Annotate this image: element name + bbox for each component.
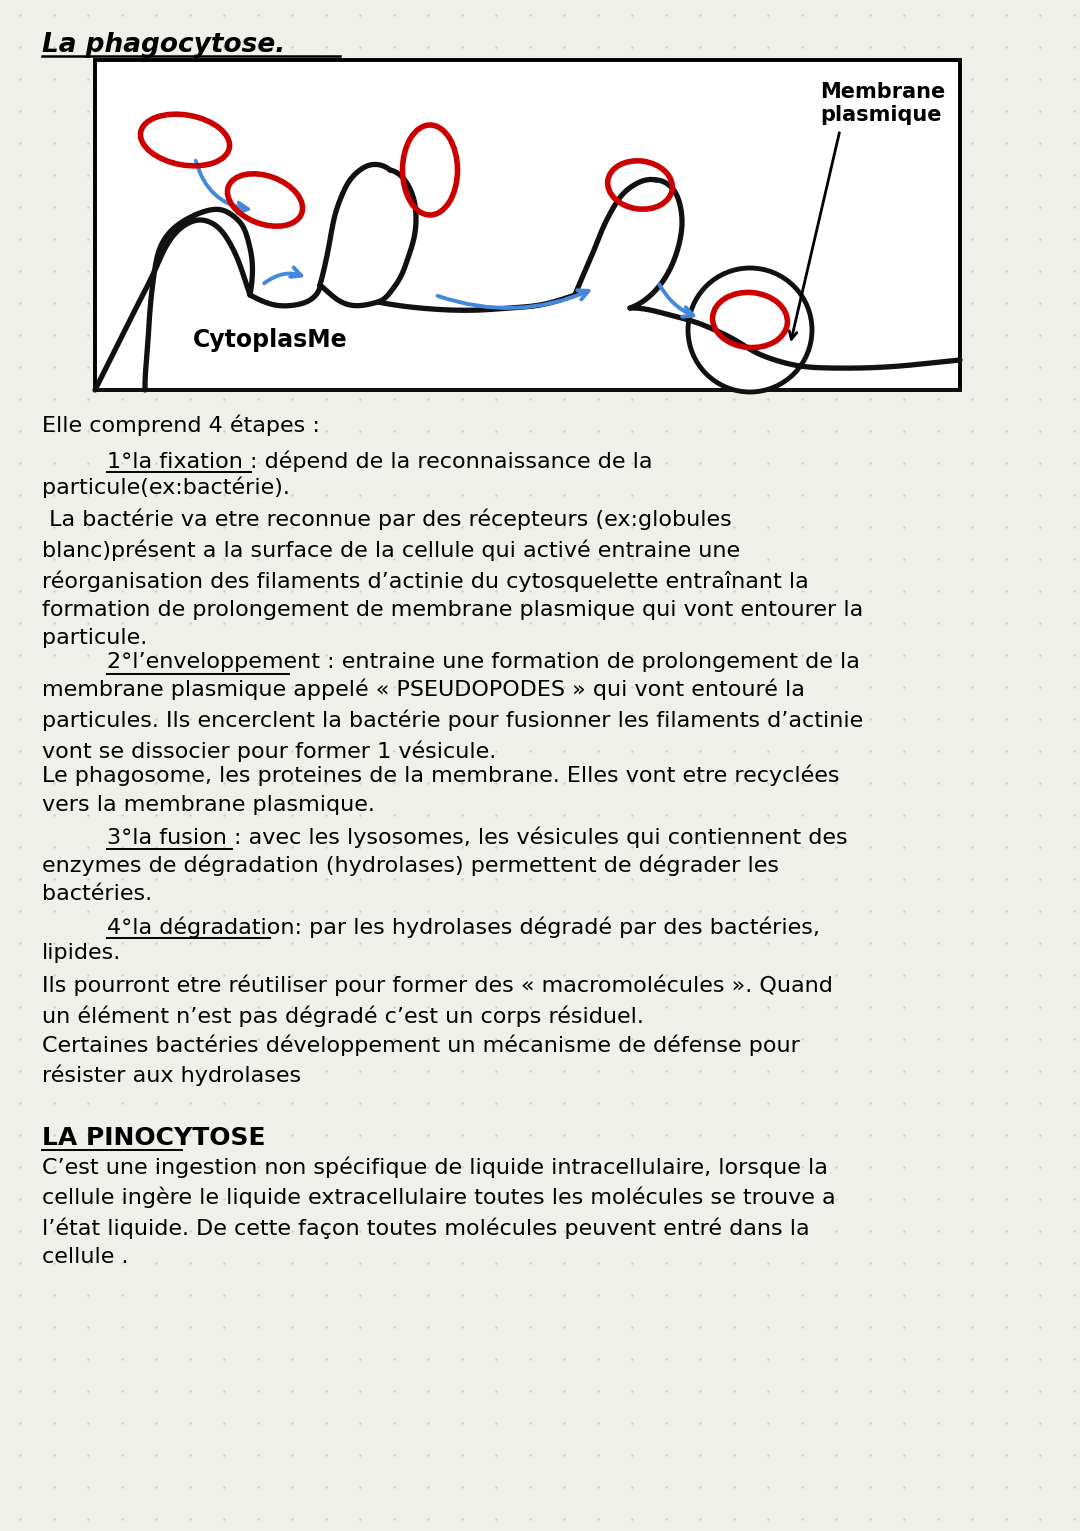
Text: Ils pourront etre réutiliser pour former des « macromolécules ». Quand
un élémen: Ils pourront etre réutiliser pour former… xyxy=(42,975,833,1027)
Text: 2°l’enveloppement : entraine une formation de prolongement de la: 2°l’enveloppement : entraine une formati… xyxy=(107,652,860,672)
Text: Membrane
plasmique: Membrane plasmique xyxy=(820,83,945,126)
Text: enzymes de dégradation (hydrolases) permettent de dégrader les
bactéries.: enzymes de dégradation (hydrolases) perm… xyxy=(42,854,779,903)
Text: CytoplasMe: CytoplasMe xyxy=(192,328,348,352)
Text: 3°la fusion : avec les lysosomes, les vésicules qui contiennent des: 3°la fusion : avec les lysosomes, les vé… xyxy=(107,827,848,848)
Text: Le phagosome, les proteines de la membrane. Elles vont etre recyclées
vers la me: Le phagosome, les proteines de la membra… xyxy=(42,766,839,814)
Text: 4°la dégradation: par les hydrolases dégradé par des bactéries,: 4°la dégradation: par les hydrolases dég… xyxy=(107,916,820,937)
Text: Certaines bactéries développement un mécanisme de défense pour
résister aux hydr: Certaines bactéries développement un méc… xyxy=(42,1033,800,1085)
Text: C’est une ingestion non spécifique de liquide intracellulaire, lorsque la
cellul: C’est une ingestion non spécifique de li… xyxy=(42,1156,836,1268)
Text: LA PINOCYTOSE: LA PINOCYTOSE xyxy=(42,1125,266,1150)
Text: lipides.: lipides. xyxy=(42,943,121,963)
Bar xyxy=(95,60,960,390)
Text: 1°la fixation : dépend de la reconnaissance de la: 1°la fixation : dépend de la reconnaissa… xyxy=(107,450,652,472)
Text: La phagocytose.: La phagocytose. xyxy=(42,32,285,58)
Text: particule(ex:bactérie).: particule(ex:bactérie). xyxy=(42,478,289,499)
Text: Elle comprend 4 étapes :: Elle comprend 4 étapes : xyxy=(42,415,320,436)
Circle shape xyxy=(688,268,812,392)
Text: La bactérie va etre reconnue par des récepteurs (ex:globules
blanc)présent a la : La bactérie va etre reconnue par des réc… xyxy=(42,508,863,648)
Text: membrane plasmique appelé « PSEUDOPODES » qui vont entouré la
particules. Ils en: membrane plasmique appelé « PSEUDOPODES … xyxy=(42,680,863,762)
